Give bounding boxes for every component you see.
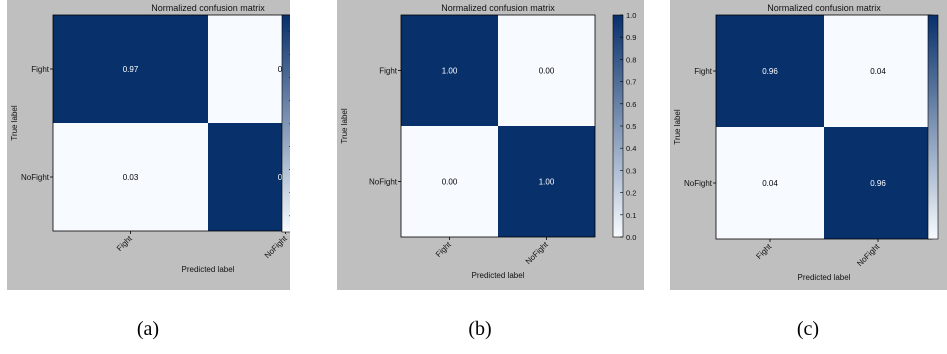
cell-value-label: 0.04	[870, 67, 886, 76]
cell-value-label: 1.00	[442, 67, 458, 76]
chart-title: Normalized confusion matrix	[441, 3, 555, 13]
colorbar-tick-label: 1.0	[626, 11, 636, 20]
matrix-cell	[208, 15, 290, 123]
matrix-cell	[824, 127, 932, 239]
confusion-matrix-c: Normalized confusion matrix 0.96 0.04 0.04 0…	[670, 0, 947, 290]
x-tick-label: NoFight	[855, 242, 882, 269]
chart-title: Normalized confusion matrix	[151, 3, 265, 13]
caption-a: (a)	[136, 318, 160, 340]
y-axis-label: True label	[673, 109, 682, 145]
matrix-cell	[401, 15, 498, 126]
y-axis-label: True label	[10, 105, 19, 141]
cell-value-label: 0.00	[442, 178, 458, 187]
cell-value-label: 0.03	[123, 173, 139, 182]
colorbar-tick-label: 0.4	[626, 144, 636, 153]
cell-value-label: 0.96	[870, 179, 886, 188]
x-tick-label: NoFight	[263, 234, 290, 261]
cell-value-label: 0.97	[123, 65, 139, 74]
matrix-cell	[498, 15, 595, 126]
y-tick-label: Fight	[31, 65, 50, 74]
matrix-cell	[498, 126, 595, 237]
chart-svg: Normalized confusion matrix0.970.030.030…	[10, 3, 290, 274]
matrix-cell	[53, 123, 208, 231]
caption-b: (b)	[468, 318, 492, 340]
y-tick-label: Fight	[379, 67, 398, 76]
cell-value-label: 1.00	[539, 178, 555, 187]
cell-value-label: 0.00	[539, 67, 555, 76]
colorbar-tick-label: 0.2	[626, 189, 636, 198]
colorbar	[927, 14, 939, 240]
x-axis-label: Predicted label	[472, 271, 525, 280]
y-tick-label: NoFight	[21, 173, 50, 182]
x-tick-label: Fight	[754, 242, 773, 261]
cell-value-label: 0.96	[762, 67, 778, 76]
y-tick-label: NoFight	[369, 178, 398, 187]
confusion-matrix-b: Normalized confusion matrix 1.00 0.00 0.00 1…	[337, 0, 644, 290]
colorbar-tick-label: 0.9	[626, 33, 636, 42]
colorbar-tick-label: 0.6	[626, 100, 636, 109]
y-tick-label: Fight	[694, 67, 713, 76]
x-tick-label: Fight	[434, 240, 453, 259]
confusion-matrix-a: Normalized confusion matrix0.970.030.030…	[7, 0, 290, 290]
y-axis-label: True label	[340, 108, 349, 144]
x-tick-label: Fight	[115, 234, 134, 253]
colorbar-tick-label: 0.7	[626, 78, 636, 87]
x-axis-label: Predicted label	[182, 265, 235, 274]
colorbar-tick-label: 0.8	[626, 55, 636, 64]
y-tick-label: NoFight	[684, 179, 713, 188]
matrix-frame	[52, 14, 290, 232]
caption-c: (c)	[796, 318, 820, 340]
matrix-cell	[716, 127, 824, 239]
colorbar-tick-label: 0.5	[626, 122, 636, 131]
matrix-cell	[401, 126, 498, 237]
matrix-cell	[824, 15, 932, 127]
matrix-cell	[53, 15, 208, 123]
matrix-cell	[716, 15, 824, 127]
colorbar-tick-label: 0.3	[626, 166, 636, 175]
matrix-cell	[208, 123, 290, 231]
x-axis-label: Predicted label	[798, 273, 851, 282]
cell-value-label: 0.04	[762, 179, 778, 188]
x-tick-label: NoFight	[524, 240, 551, 267]
chart-title: Normalized confusion matrix	[767, 3, 881, 13]
colorbar-tick-label: 0.1	[626, 211, 636, 220]
colorbar	[281, 14, 290, 233]
chart-svg: Normalized confusion matrix 1.00 0.00 0.00 1…	[340, 3, 636, 280]
matrix-frame	[400, 14, 596, 238]
chart-svg: Normalized confusion matrix 0.96 0.04 0.04 0…	[673, 3, 939, 282]
colorbar-tick-label: 0.0	[626, 233, 636, 242]
